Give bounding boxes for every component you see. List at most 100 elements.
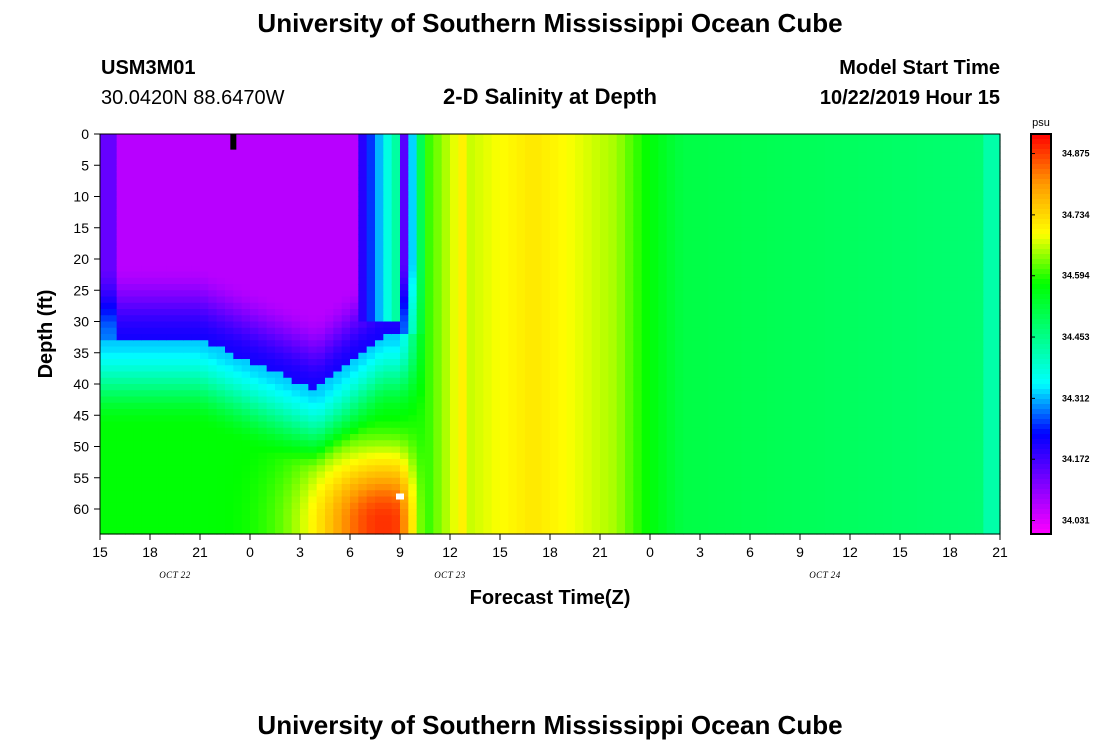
heatmap-cell — [608, 134, 618, 141]
heatmap-cell — [600, 490, 609, 498]
heatmap-cell — [183, 165, 193, 173]
heatmap-cell — [325, 196, 334, 204]
heatmap-cell — [616, 165, 626, 173]
heatmap-cell — [308, 352, 318, 360]
heatmap-cell — [266, 396, 276, 404]
heatmap-cell — [550, 390, 559, 398]
heatmap-cell — [691, 427, 701, 435]
heatmap-cell — [475, 477, 484, 485]
heatmap-cell — [641, 434, 651, 441]
heatmap-cell — [275, 309, 284, 316]
heatmap-cell — [650, 440, 659, 448]
heatmap-cell — [258, 165, 268, 173]
heatmap-cell — [583, 521, 593, 529]
heatmap-cell — [250, 202, 259, 210]
heatmap-cell — [566, 527, 576, 535]
heatmap-cell — [700, 452, 709, 460]
heatmap-cell — [383, 296, 393, 304]
heatmap-cell — [708, 527, 718, 535]
heatmap-cell — [300, 471, 309, 479]
heatmap-cell — [441, 252, 451, 260]
heatmap-cell — [500, 465, 509, 473]
heatmap-cell — [150, 209, 159, 216]
heatmap-cell — [616, 302, 626, 310]
heatmap-cell — [458, 252, 468, 260]
heatmap-cell — [666, 421, 676, 429]
heatmap-cell — [458, 371, 468, 379]
heatmap-cell — [425, 327, 434, 335]
heatmap-cell — [150, 265, 159, 273]
heatmap-cell — [608, 452, 618, 460]
heatmap-cell — [108, 396, 118, 404]
heatmap-cell — [325, 265, 334, 273]
heatmap-cell — [666, 521, 676, 529]
heatmap-cell — [675, 346, 684, 354]
heatmap-cell — [541, 396, 551, 404]
heatmap-cell — [608, 496, 618, 504]
heatmap-cell — [416, 477, 426, 485]
heatmap-cell — [100, 159, 109, 166]
heatmap-cell — [108, 496, 118, 504]
heatmap-cell — [625, 346, 634, 354]
heatmap-cell — [541, 346, 551, 354]
heatmap-cell — [425, 196, 434, 204]
heatmap-cell — [300, 415, 309, 423]
heatmap-cell — [533, 409, 543, 416]
heatmap-cell — [375, 215, 384, 223]
heatmap-cell — [366, 446, 376, 454]
heatmap-cell — [658, 434, 668, 441]
heatmap-cell — [725, 477, 734, 485]
heatmap-cell — [258, 415, 268, 423]
heatmap-cell — [533, 490, 543, 498]
heatmap-cell — [233, 477, 243, 485]
heatmap-cell — [283, 240, 293, 248]
heatmap-cell — [625, 171, 634, 179]
heatmap-cell — [500, 152, 509, 160]
heatmap-cell — [508, 359, 518, 366]
heatmap-cell — [608, 371, 618, 379]
heatmap-cell — [375, 240, 384, 248]
heatmap-cell — [183, 184, 193, 191]
heatmap-cell — [733, 340, 743, 348]
heatmap-cell — [116, 359, 126, 366]
heatmap-cell — [208, 215, 218, 223]
heatmap-cell — [408, 409, 418, 416]
heatmap-cell — [216, 465, 226, 473]
heatmap-cell — [458, 302, 468, 310]
heatmap-cell — [716, 171, 726, 179]
heatmap-cell — [191, 340, 201, 348]
heatmap-cell — [291, 309, 301, 316]
heatmap-cell — [158, 390, 168, 398]
heatmap-cell — [225, 140, 234, 148]
heatmap-cell — [408, 296, 418, 304]
heatmap-cell — [450, 165, 459, 173]
heatmap-cell — [141, 202, 151, 210]
heatmap-cell — [158, 140, 168, 148]
heatmap-cell — [116, 496, 126, 504]
heatmap-cell — [166, 184, 176, 191]
heatmap-cell — [383, 227, 393, 235]
heatmap-cell — [608, 190, 618, 198]
heatmap-cell — [216, 309, 226, 316]
heatmap-cell — [450, 334, 459, 341]
heatmap-cell — [283, 309, 293, 316]
heatmap-cell — [541, 290, 551, 298]
heatmap-cell — [183, 284, 193, 291]
heatmap-cell — [200, 152, 209, 160]
heatmap-cell — [108, 196, 118, 204]
heatmap-cell — [583, 234, 593, 241]
heatmap-cell — [475, 371, 484, 379]
heatmap-cell — [225, 234, 234, 241]
heatmap-cell — [483, 259, 493, 266]
heatmap-cell — [283, 490, 293, 498]
heatmap-cell — [516, 202, 526, 210]
heatmap-cell — [225, 359, 234, 366]
heatmap-cell — [200, 359, 209, 366]
heatmap-cell — [116, 234, 126, 241]
heatmap-cell — [258, 334, 268, 341]
heatmap-cell — [491, 434, 501, 441]
heatmap-cell — [491, 140, 501, 148]
heatmap-cell — [608, 271, 618, 279]
heatmap-cell — [283, 265, 293, 273]
heatmap-cell — [616, 446, 626, 454]
